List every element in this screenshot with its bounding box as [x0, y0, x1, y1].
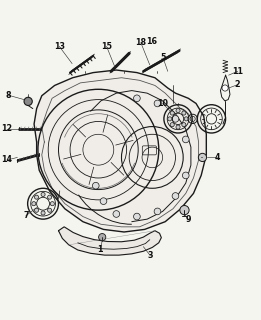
Text: 11: 11 [232, 67, 243, 76]
Text: 15: 15 [101, 42, 112, 51]
Text: 3: 3 [147, 251, 153, 260]
Text: 9: 9 [186, 215, 191, 224]
Circle shape [48, 195, 52, 199]
Circle shape [176, 125, 180, 129]
Circle shape [170, 111, 174, 115]
Circle shape [154, 208, 161, 215]
Circle shape [176, 108, 180, 113]
Text: 18: 18 [135, 38, 146, 47]
Text: 8: 8 [5, 91, 11, 100]
Circle shape [100, 198, 107, 204]
Text: 13: 13 [54, 42, 65, 51]
Circle shape [180, 205, 189, 215]
Text: 12: 12 [2, 124, 13, 133]
Circle shape [48, 208, 52, 212]
Circle shape [182, 123, 186, 127]
Text: 16: 16 [146, 37, 157, 46]
Polygon shape [34, 70, 206, 232]
Circle shape [113, 211, 120, 217]
Text: 4: 4 [215, 153, 220, 162]
Circle shape [41, 211, 45, 215]
Text: 14: 14 [2, 156, 13, 164]
Circle shape [182, 172, 189, 179]
Text: 10: 10 [157, 99, 168, 108]
Circle shape [41, 192, 45, 196]
Circle shape [34, 195, 39, 199]
Circle shape [182, 136, 189, 143]
Circle shape [134, 95, 140, 102]
Circle shape [154, 100, 161, 107]
Polygon shape [58, 227, 161, 255]
Circle shape [170, 123, 174, 127]
Circle shape [222, 85, 228, 91]
Circle shape [198, 153, 206, 162]
Text: 5: 5 [160, 53, 166, 62]
Circle shape [32, 202, 36, 206]
Text: 1: 1 [98, 245, 103, 254]
Circle shape [24, 97, 32, 106]
Circle shape [184, 117, 188, 121]
Circle shape [182, 111, 186, 115]
Text: 7: 7 [23, 211, 29, 220]
Circle shape [50, 202, 54, 206]
Circle shape [99, 234, 106, 241]
Circle shape [172, 116, 179, 122]
Circle shape [34, 208, 39, 212]
Circle shape [168, 117, 172, 121]
Circle shape [172, 193, 179, 199]
Text: 2: 2 [235, 80, 240, 89]
Circle shape [134, 213, 140, 220]
Circle shape [92, 182, 99, 189]
